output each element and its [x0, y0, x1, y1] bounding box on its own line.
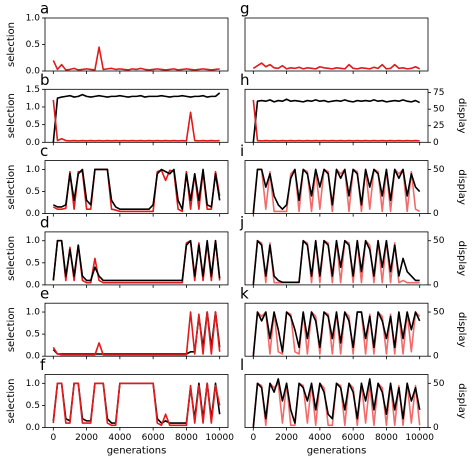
y-tick-label: 0.5 [26, 330, 40, 340]
panel-letter: c [40, 142, 48, 160]
series-line [52, 311, 221, 356]
y2-tick-label: 0 [433, 280, 439, 290]
y-tick-label: 0.0 [26, 67, 41, 77]
y-tick-label: 0.0 [26, 280, 41, 290]
series-line [252, 168, 421, 214]
series-line [52, 99, 220, 142]
series-line [52, 168, 221, 210]
panel-letter: k [240, 285, 249, 303]
series-line [252, 98, 421, 143]
panel-letter: j [239, 213, 244, 231]
x-tick-label: 0 [50, 433, 56, 443]
axes-frame [44, 88, 229, 143]
x-tick-label: 8000 [175, 433, 198, 443]
series-line [252, 239, 420, 285]
y2-tick-label: 50 [433, 165, 445, 175]
x-tick-label: 4000 [308, 433, 331, 443]
y-tick-label: 0.0 [26, 209, 41, 219]
series-line [252, 378, 421, 428]
axes-frame [44, 231, 229, 286]
y2-axis-label: display [456, 312, 467, 348]
y-tick-label: 1.0 [26, 14, 41, 24]
y-tick-label: 0.0 [26, 423, 41, 433]
axes-frame [244, 231, 429, 286]
y2-axis-label: display [456, 98, 467, 134]
y2-tick-label: 75 [433, 88, 444, 98]
series-line [52, 239, 221, 282]
y2-axis-label: display [456, 241, 467, 277]
y-axis-label: selection [6, 379, 17, 424]
y-axis-label: selection [6, 165, 17, 210]
y-tick-label: 0.5 [26, 258, 40, 268]
x-tick-label: 0 [250, 433, 256, 443]
x-tick-label: 2000 [275, 433, 298, 443]
y2-tick-label: 0 [433, 352, 439, 362]
axes-frame [244, 160, 429, 215]
y-axis-label: selection [6, 93, 17, 138]
axes-frame [44, 160, 229, 215]
axes-frame [44, 302, 229, 357]
x-tick-label: 4000 [108, 433, 131, 443]
y-axis-label: selection [6, 307, 17, 352]
series-line [252, 311, 421, 357]
y-tick-label: 1.0 [26, 379, 41, 389]
y-axis-label: selection [6, 22, 17, 67]
panel-letter: a [40, 0, 49, 18]
x-tick-label: 2000 [75, 433, 98, 443]
panel-letter: h [240, 71, 250, 89]
y-tick-label: 0.0 [26, 352, 41, 362]
y2-tick-label: 50 [433, 379, 445, 389]
panel-letter: i [240, 142, 244, 160]
y-tick-label: 0.5 [26, 40, 40, 50]
y-tick-label: 0.5 [26, 401, 40, 411]
series-line [252, 62, 421, 70]
x-tick-label: 6000 [142, 433, 165, 443]
y-tick-label: 0.5 [26, 120, 40, 130]
axes-frame [244, 374, 429, 428]
panel-letter: e [40, 285, 49, 303]
panel-letter: b [40, 71, 50, 89]
x-tick-label: 8000 [375, 433, 398, 443]
y2-tick-label: 0 [433, 209, 439, 219]
y2-tick-label: 50 [433, 105, 445, 115]
panel-letter: f [40, 356, 46, 374]
y-tick-label: 1.0 [26, 102, 41, 112]
panel-letter: g [240, 0, 250, 18]
axes-frame [244, 17, 429, 72]
axes-frame [44, 17, 229, 72]
axes-frame [44, 374, 229, 428]
axes-frame [244, 88, 429, 143]
x-axis-label: generations [107, 446, 167, 457]
y-tick-label: 0.5 [26, 187, 40, 197]
axes-frame [244, 302, 429, 357]
y-tick-label: 1.0 [26, 165, 41, 175]
panel-letter: d [40, 213, 50, 231]
y2-tick-label: 50 [433, 236, 445, 246]
y2-tick-label: 25 [433, 121, 444, 131]
series-line [52, 92, 221, 143]
y2-axis-label: display [456, 169, 467, 205]
y2-tick-label: 0 [433, 138, 439, 148]
series-line [52, 46, 220, 71]
x-tick-label: 6000 [342, 433, 365, 443]
x-tick-label: 10000 [205, 433, 234, 443]
y-axis-label: selection [6, 236, 17, 281]
series-line [52, 311, 221, 355]
y-tick-label: 0.0 [26, 138, 41, 148]
series-line [52, 382, 221, 427]
y-tick-label: 1.0 [26, 308, 41, 318]
y2-tick-label: 50 [433, 308, 445, 318]
x-tick-label: 10000 [405, 433, 434, 443]
x-axis-label: generations [307, 446, 367, 457]
y-tick-label: 1.0 [26, 236, 41, 246]
y2-tick-label: 0 [433, 423, 439, 433]
series-line [252, 99, 420, 142]
y2-axis-label: display [456, 383, 467, 419]
panel-letter: l [240, 356, 244, 374]
y-tick-label: 1.5 [26, 85, 40, 95]
